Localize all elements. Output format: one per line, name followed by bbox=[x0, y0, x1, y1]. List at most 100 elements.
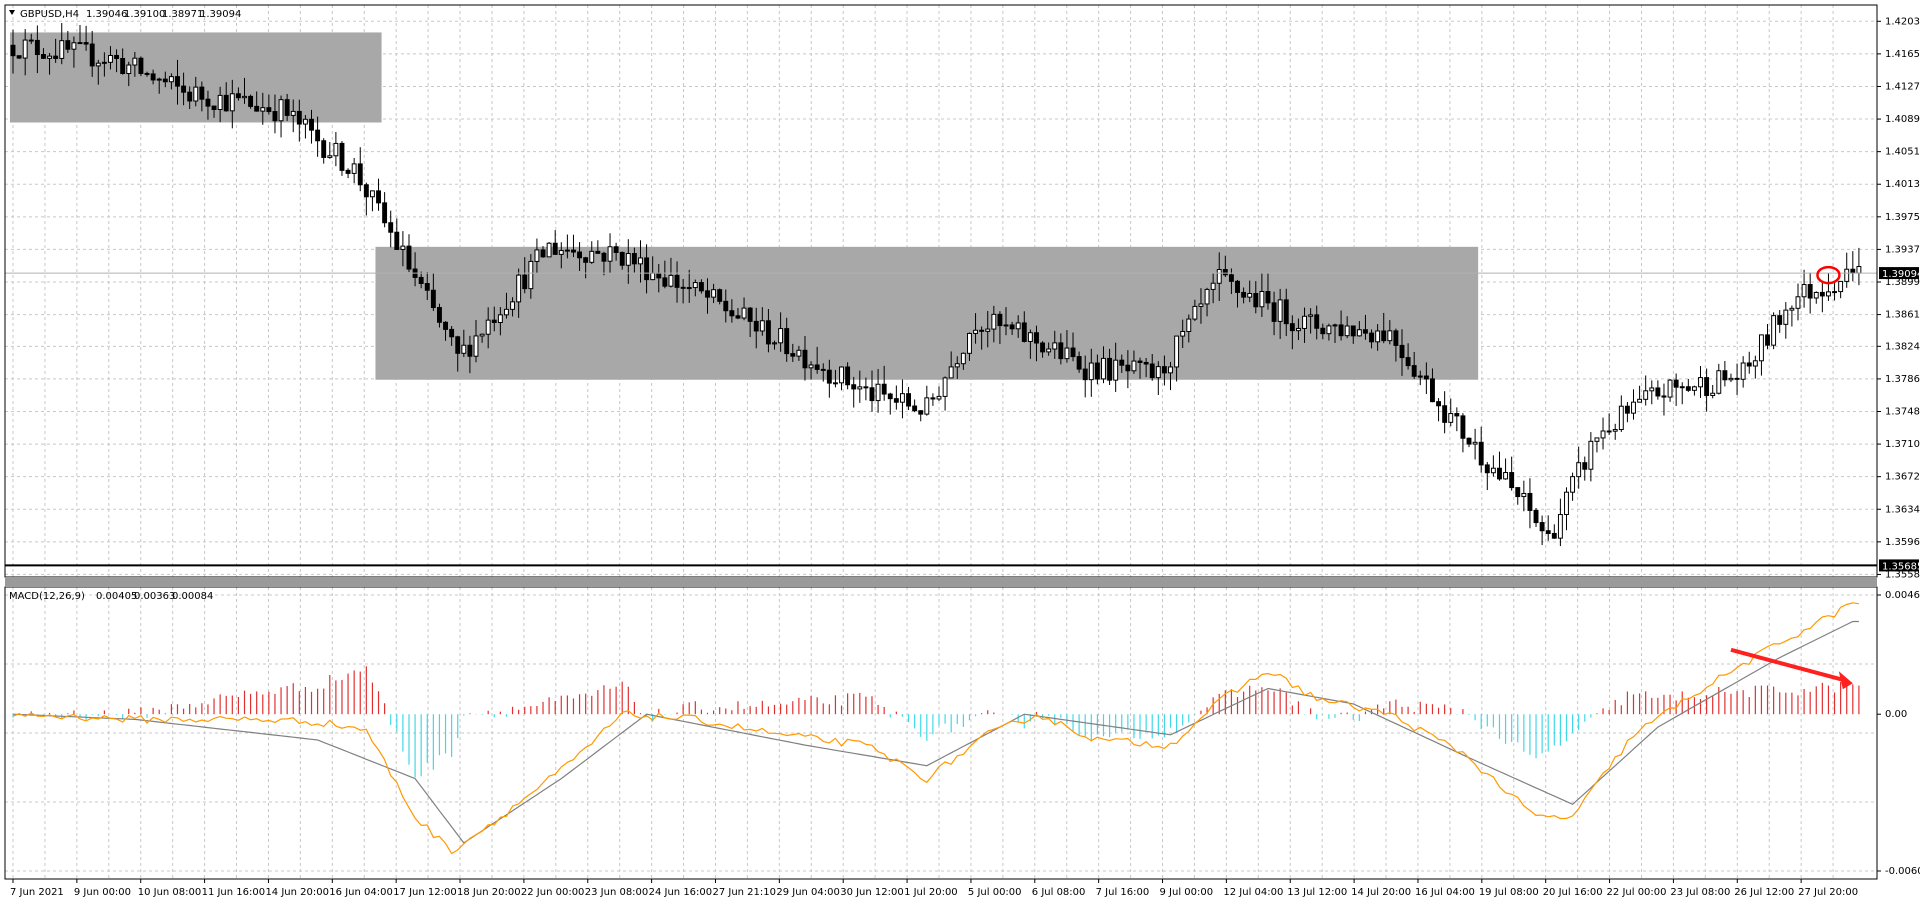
candle[interactable] bbox=[1107, 348, 1113, 385]
candle[interactable] bbox=[832, 369, 838, 388]
candle[interactable] bbox=[1503, 458, 1509, 480]
candle[interactable] bbox=[1387, 320, 1393, 345]
candle[interactable] bbox=[1716, 363, 1722, 395]
candle[interactable] bbox=[175, 59, 180, 105]
candle[interactable] bbox=[1046, 342, 1052, 356]
candle[interactable] bbox=[1765, 324, 1770, 350]
candle[interactable] bbox=[1643, 375, 1649, 406]
candle[interactable] bbox=[558, 242, 564, 269]
candle[interactable] bbox=[1180, 319, 1186, 348]
candle[interactable] bbox=[138, 56, 144, 77]
candle[interactable] bbox=[1295, 318, 1301, 341]
candle[interactable] bbox=[1344, 316, 1350, 339]
candle[interactable] bbox=[101, 52, 107, 77]
candle[interactable] bbox=[1478, 426, 1484, 473]
candle[interactable] bbox=[290, 99, 296, 133]
candle[interactable] bbox=[564, 234, 570, 259]
candle[interactable] bbox=[1582, 456, 1588, 481]
candle[interactable] bbox=[1783, 302, 1789, 339]
candle[interactable] bbox=[1807, 272, 1813, 314]
candle[interactable] bbox=[1235, 279, 1240, 308]
candle[interactable] bbox=[1350, 325, 1356, 344]
candle[interactable] bbox=[644, 244, 650, 294]
candle[interactable] bbox=[1186, 314, 1192, 343]
candle[interactable] bbox=[918, 410, 924, 422]
candle[interactable] bbox=[47, 52, 53, 75]
candle[interactable] bbox=[199, 81, 205, 112]
candle[interactable] bbox=[1472, 428, 1478, 460]
candle[interactable] bbox=[235, 87, 241, 101]
candle[interactable] bbox=[108, 46, 113, 70]
candle[interactable] bbox=[552, 230, 558, 255]
candle[interactable] bbox=[1320, 323, 1326, 340]
candle[interactable] bbox=[284, 93, 290, 121]
candle[interactable] bbox=[1545, 515, 1551, 541]
macd-indicator[interactable] bbox=[12, 602, 1860, 855]
candle[interactable] bbox=[1612, 423, 1618, 440]
candle[interactable] bbox=[126, 61, 132, 87]
candle[interactable] bbox=[1119, 354, 1125, 373]
candle[interactable] bbox=[906, 386, 911, 411]
candle[interactable] bbox=[540, 246, 546, 258]
candle[interactable] bbox=[899, 379, 905, 419]
candle[interactable] bbox=[1734, 363, 1740, 395]
candle[interactable] bbox=[753, 307, 759, 349]
candle[interactable] bbox=[985, 310, 991, 348]
candle[interactable] bbox=[1813, 291, 1819, 304]
candle[interactable] bbox=[1393, 328, 1399, 362]
candle[interactable] bbox=[893, 385, 899, 410]
candle[interactable] bbox=[28, 33, 34, 45]
candle[interactable] bbox=[1082, 355, 1088, 398]
candle[interactable] bbox=[16, 55, 22, 60]
candle[interactable] bbox=[1326, 323, 1332, 341]
candle[interactable] bbox=[613, 242, 619, 261]
candle[interactable] bbox=[41, 48, 46, 60]
candle[interactable] bbox=[1064, 330, 1070, 363]
candle[interactable] bbox=[1430, 368, 1435, 403]
candle[interactable] bbox=[662, 260, 668, 289]
candle[interactable] bbox=[1247, 280, 1253, 303]
candle[interactable] bbox=[808, 361, 814, 380]
candle[interactable] bbox=[595, 240, 601, 255]
candle[interactable] bbox=[1606, 413, 1612, 435]
candle[interactable] bbox=[1070, 332, 1076, 362]
candle[interactable] bbox=[1149, 354, 1155, 381]
candle[interactable] bbox=[77, 25, 83, 45]
candle[interactable] bbox=[1771, 312, 1777, 350]
candle[interactable] bbox=[345, 168, 351, 179]
candle[interactable] bbox=[1113, 342, 1119, 392]
candle[interactable] bbox=[394, 218, 400, 250]
candle[interactable] bbox=[1515, 487, 1521, 505]
candle[interactable] bbox=[1009, 321, 1015, 335]
candle[interactable] bbox=[1539, 515, 1545, 546]
candle[interactable] bbox=[272, 94, 278, 134]
candle[interactable] bbox=[723, 289, 729, 323]
candle[interactable] bbox=[802, 336, 808, 381]
candle[interactable] bbox=[1673, 373, 1679, 406]
candle[interactable] bbox=[1819, 280, 1825, 313]
candle[interactable] bbox=[1204, 287, 1210, 317]
candle[interactable] bbox=[1198, 288, 1204, 324]
candle[interactable] bbox=[1484, 461, 1490, 491]
candle[interactable] bbox=[363, 182, 369, 216]
candle[interactable] bbox=[65, 31, 71, 53]
candle[interactable] bbox=[516, 268, 522, 318]
candle[interactable] bbox=[1497, 451, 1502, 481]
candle[interactable] bbox=[156, 77, 162, 94]
candle[interactable] bbox=[223, 82, 229, 112]
candle[interactable] bbox=[991, 305, 997, 343]
candle[interactable] bbox=[333, 131, 339, 167]
candle[interactable] bbox=[485, 307, 491, 349]
candle[interactable] bbox=[1521, 480, 1527, 512]
candle[interactable] bbox=[571, 234, 576, 258]
candle[interactable] bbox=[1253, 281, 1259, 314]
candle[interactable] bbox=[1691, 385, 1697, 396]
candle[interactable] bbox=[1259, 273, 1265, 317]
candle[interactable] bbox=[59, 23, 65, 65]
candle[interactable] bbox=[674, 261, 680, 303]
candle[interactable] bbox=[339, 141, 345, 176]
candle[interactable] bbox=[1722, 360, 1728, 387]
candle[interactable] bbox=[1509, 456, 1515, 491]
candle[interactable] bbox=[796, 345, 802, 361]
candle[interactable] bbox=[759, 307, 765, 336]
